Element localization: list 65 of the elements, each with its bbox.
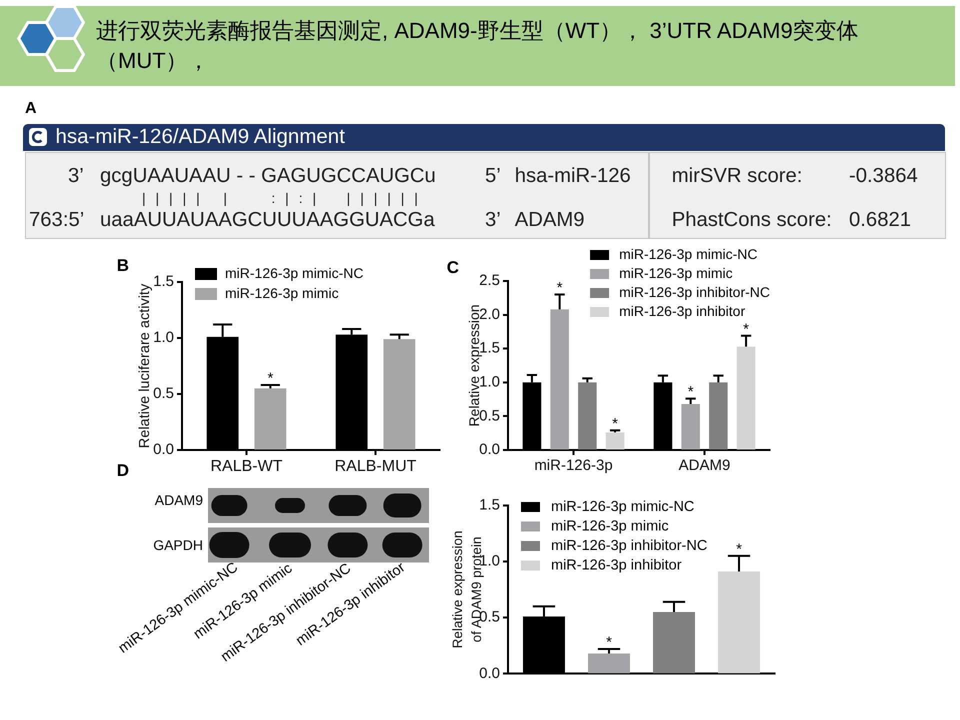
y-tick-label: 0.0 xyxy=(479,441,500,458)
data-label: * xyxy=(606,634,612,651)
text: 进行双荧光素酶报告基因测定, ADAM9-野生型（WT）， 3’UTR ADAM9突变体（MUT）， xyxy=(96,16,860,75)
text: | | | | | | : | : | | | | | | | xyxy=(142,188,421,206)
y-tick-label: 2.0 xyxy=(479,306,500,323)
bar xyxy=(383,339,416,450)
legend-label: miR-126-3p inhibitor-NC xyxy=(551,538,708,554)
bar xyxy=(709,382,728,450)
y-tick-label: 1.5 xyxy=(153,273,174,290)
x-tick-label: RALB-MUT xyxy=(334,458,417,476)
y-axis-title: Relative luciferare activity xyxy=(137,283,153,448)
x-tick-label: miR-126-3p xyxy=(534,457,613,474)
bar xyxy=(606,432,624,450)
bar xyxy=(736,346,756,450)
legend-label: miR-126-3p mimic-NC xyxy=(619,246,758,262)
bar xyxy=(653,612,696,674)
y-tick-label: 1.0 xyxy=(153,329,174,346)
y-tick-label: 2.5 xyxy=(479,272,500,290)
text: 5’ xyxy=(485,164,501,188)
text: D xyxy=(116,460,129,480)
y-tick-label: 1.5 xyxy=(479,496,500,514)
data-label: * xyxy=(688,384,694,401)
legend-label: miR-126-3p mimic xyxy=(225,284,339,301)
legend-label: miR-126-3p mimic-NC xyxy=(551,499,694,516)
text: gcgUAAUAAU - - GAGUGCCAUGCu xyxy=(100,164,436,188)
text: mirSVR score: xyxy=(672,164,802,188)
bar xyxy=(681,404,700,450)
legend-label: miR-126-3p mimic xyxy=(551,518,669,535)
data-label: * xyxy=(556,280,563,297)
x-tick-label: RALB-WT xyxy=(210,458,283,476)
text: ADAM9 xyxy=(514,208,585,234)
data-label: * xyxy=(612,415,618,432)
data-label: * xyxy=(267,370,274,388)
text: hsa-miR-126 xyxy=(514,164,631,188)
bar xyxy=(588,653,630,674)
bar xyxy=(578,382,597,450)
data-label: * xyxy=(736,540,742,558)
legend-label: miR-126-3p inhibitor xyxy=(551,558,682,574)
text: A xyxy=(25,98,37,118)
text: hsa-miR-126/ADAM9 Alignment xyxy=(56,124,345,150)
text: C xyxy=(446,256,459,278)
legend-label: miR-126-3p mimic-NC xyxy=(225,264,364,281)
text: 763:5’ xyxy=(29,208,84,234)
text: uaaAUUAUAAGCUUUAAGGUACGa xyxy=(100,208,435,234)
legend-label: miR-126-3p inhibitor xyxy=(619,302,746,319)
y-tick-label: 0.5 xyxy=(479,407,500,424)
bar xyxy=(254,388,286,450)
y-tick-label: 0.0 xyxy=(153,441,174,458)
text: PhastCons score: xyxy=(672,208,832,234)
text: B xyxy=(116,255,129,276)
text: -0.3864 xyxy=(849,164,918,188)
y-tick-label: 1.0 xyxy=(479,374,500,391)
x-tick-label: ADAM9 xyxy=(678,457,730,474)
data-label: * xyxy=(743,320,750,338)
bar xyxy=(550,309,569,450)
text: GAPDH xyxy=(153,536,203,554)
legend-label: miR-126-3p mimic xyxy=(619,264,733,281)
y-tick-label: 0.5 xyxy=(153,385,174,402)
text: 0.6821 xyxy=(849,208,912,234)
bar xyxy=(718,572,760,674)
y-tick-label: 0.0 xyxy=(479,664,500,682)
text: 3’ xyxy=(68,164,84,188)
text: 3’ xyxy=(485,208,501,234)
text: ADAM9 xyxy=(154,491,203,509)
legend-label: miR-126-3p inhibitor-NC xyxy=(619,284,770,300)
